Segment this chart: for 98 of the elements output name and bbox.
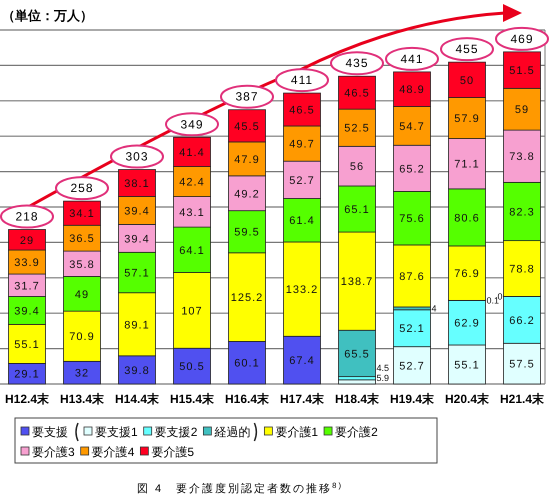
legend-label: 要支援2 bbox=[154, 425, 198, 439]
legend-label: 要支援1 bbox=[95, 425, 138, 439]
data-label: 5.9 bbox=[376, 372, 390, 383]
data-label: 36.5 bbox=[69, 233, 95, 246]
total-label: 469 bbox=[510, 32, 534, 46]
data-label: 61.4 bbox=[289, 215, 315, 228]
data-label: 70.9 bbox=[69, 331, 95, 344]
data-label: 57.5 bbox=[509, 358, 535, 371]
data-label: 55.1 bbox=[14, 338, 40, 351]
data-label: 52.1 bbox=[399, 323, 425, 336]
data-label: 54.7 bbox=[399, 120, 425, 133]
data-label: 52.7 bbox=[399, 360, 425, 372]
x-tick-label: H15.4末 bbox=[170, 392, 216, 406]
total-label: 455 bbox=[455, 42, 479, 56]
x-tick-label: H20.4末 bbox=[444, 392, 490, 406]
data-label: 67.4 bbox=[289, 355, 315, 368]
x-tick-label: H16.4末 bbox=[224, 392, 270, 406]
data-label: 57.9 bbox=[454, 113, 480, 126]
total-label: 258 bbox=[70, 181, 94, 196]
data-label: 29.1 bbox=[14, 368, 40, 381]
x-tick-label: H14.4末 bbox=[114, 392, 160, 406]
total-label: 411 bbox=[290, 73, 314, 88]
data-label: 78.8 bbox=[509, 264, 535, 276]
data-label: 32 bbox=[74, 368, 90, 380]
data-label: 51.5 bbox=[509, 65, 535, 78]
data-label: 73.8 bbox=[509, 151, 535, 164]
total-label: 349 bbox=[180, 117, 204, 132]
data-label: 65.2 bbox=[399, 163, 425, 176]
data-label: 133.2 bbox=[286, 284, 318, 296]
data-label: 62.9 bbox=[454, 318, 480, 330]
data-label: 59.5 bbox=[234, 226, 260, 239]
total-label: 387 bbox=[235, 90, 259, 104]
data-label: 66.2 bbox=[509, 314, 535, 327]
data-label: 0 bbox=[497, 291, 502, 302]
legend-label: 要介護4 bbox=[92, 445, 135, 459]
data-label: 71.1 bbox=[454, 158, 480, 171]
data-label: 138.7 bbox=[340, 276, 374, 288]
data-label: 39.4 bbox=[14, 305, 40, 318]
data-label: 48.9 bbox=[399, 84, 425, 96]
data-label: 57.1 bbox=[124, 268, 150, 280]
data-label: 46.5 bbox=[344, 88, 370, 100]
data-label: 39.8 bbox=[124, 364, 150, 377]
total-label: 218 bbox=[15, 210, 39, 224]
x-tick-label: H17.4末 bbox=[280, 392, 326, 406]
x-tick-label: H21.4末 bbox=[500, 392, 546, 406]
data-label: 31.7 bbox=[14, 280, 40, 292]
data-label: 65.5 bbox=[344, 348, 370, 360]
total-label: 441 bbox=[400, 52, 424, 66]
data-label: 35.8 bbox=[69, 258, 95, 271]
data-label: 80.6 bbox=[454, 212, 480, 224]
data-label: 39.4 bbox=[124, 205, 150, 218]
data-label: 50.5 bbox=[179, 361, 205, 374]
total-label: 303 bbox=[125, 150, 149, 164]
data-label: 49.2 bbox=[234, 188, 260, 200]
x-tick-label: H19.4末 bbox=[390, 392, 436, 406]
data-label: 49 bbox=[74, 288, 90, 301]
data-label: 4.5 bbox=[376, 363, 390, 374]
data-label: 52.7 bbox=[289, 174, 315, 187]
data-label: 50 bbox=[460, 74, 474, 87]
data-label: 76.9 bbox=[454, 268, 480, 280]
data-label: 82.3 bbox=[509, 206, 535, 218]
data-label: 64.1 bbox=[179, 244, 205, 257]
data-label: 45.5 bbox=[234, 120, 260, 133]
data-label: 47.9 bbox=[234, 154, 260, 166]
data-label: 34.1 bbox=[69, 208, 95, 220]
legend-label: 要介護3 bbox=[32, 445, 75, 459]
data-label: 107 bbox=[181, 305, 203, 318]
data-label: 65.1 bbox=[344, 204, 370, 216]
data-label: 43.1 bbox=[179, 206, 205, 219]
data-label: 33.9 bbox=[14, 257, 40, 270]
data-label: 56 bbox=[350, 161, 364, 174]
data-label: 46.5 bbox=[289, 104, 315, 117]
data-label: 55.1 bbox=[454, 359, 480, 372]
data-label: 29 bbox=[20, 234, 34, 247]
data-label: 60.1 bbox=[234, 358, 260, 370]
data-label: 4 bbox=[432, 303, 437, 314]
text: （単位：万人） bbox=[2, 8, 93, 23]
data-label: 75.6 bbox=[399, 213, 425, 226]
data-label: 125.2 bbox=[230, 292, 264, 304]
data-label: 52.5 bbox=[344, 122, 370, 135]
x-tick-label: H13.4末 bbox=[60, 392, 106, 406]
caption: 図 4 要介護度別認定者数の推移$^{8)}$ bbox=[136, 480, 344, 495]
data-label: 87.6 bbox=[399, 270, 425, 283]
data-label: 59 bbox=[514, 104, 530, 116]
x-tick-label: H12.4末 bbox=[4, 392, 50, 406]
data-label: 41.4 bbox=[179, 146, 205, 159]
x-tick-label: H18.4末 bbox=[334, 392, 380, 406]
data-label: 49.7 bbox=[289, 138, 315, 151]
legend-label: 要介護1 bbox=[275, 425, 318, 439]
data-label: 89.1 bbox=[124, 319, 150, 332]
legend-label: 要介護2 bbox=[335, 425, 378, 439]
data-label: 42.4 bbox=[179, 176, 205, 189]
legend-label: 経過的 bbox=[213, 425, 250, 439]
data-label: 39.4 bbox=[124, 233, 150, 246]
legend-label: 要介護5 bbox=[151, 445, 194, 459]
legend-label: 要支援 bbox=[32, 425, 68, 439]
total-label: 435 bbox=[345, 56, 369, 70]
data-label: 38.1 bbox=[124, 178, 150, 190]
